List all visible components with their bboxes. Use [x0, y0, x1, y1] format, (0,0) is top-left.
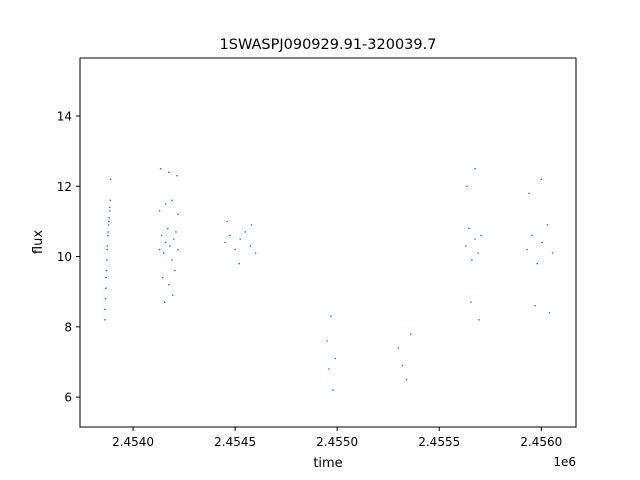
- data-point: [106, 245, 109, 247]
- chart-title: 1SWASPJ090929.91-320039.7: [220, 37, 437, 53]
- data-point: [108, 217, 110, 219]
- data-point: [167, 283, 170, 286]
- data-point: [172, 294, 174, 297]
- data-point: [474, 238, 476, 240]
- data-point: [466, 185, 468, 188]
- data-point: [166, 227, 169, 230]
- data-point: [109, 210, 111, 212]
- data-point: [169, 245, 171, 247]
- data-point: [177, 213, 179, 216]
- data-point: [548, 311, 551, 314]
- data-point: [551, 252, 554, 254]
- data-point: [176, 174, 178, 177]
- x-tick-label: 2.4550: [316, 435, 358, 449]
- data-point: [250, 224, 253, 226]
- y-tick-label: 12: [57, 180, 72, 194]
- data-point: [173, 238, 175, 240]
- data-point: [224, 241, 226, 244]
- x-axis-label: time: [313, 456, 342, 471]
- data-point: [528, 192, 530, 195]
- data-point: [162, 252, 165, 254]
- data-point: [540, 178, 543, 181]
- data-point: [474, 167, 476, 170]
- data-point: [541, 241, 544, 244]
- data-point: [470, 301, 472, 304]
- y-tick-label: 10: [57, 250, 72, 264]
- data-point: [326, 340, 328, 342]
- data-point: [105, 259, 108, 261]
- data-point: [171, 259, 173, 261]
- data-point: [107, 224, 110, 226]
- data-point: [160, 234, 163, 237]
- data-point: [108, 220, 110, 223]
- y-tick-label: 8: [64, 320, 72, 334]
- x-tick-label: 2.4555: [418, 435, 460, 449]
- data-point: [244, 231, 247, 233]
- data-point: [171, 199, 173, 202]
- y-tick-label: 14: [57, 109, 72, 123]
- data-point: [174, 269, 176, 272]
- data-point: [238, 262, 241, 265]
- data-point: [536, 262, 539, 265]
- data-points: [104, 167, 554, 391]
- data-point: [234, 248, 236, 251]
- y-axis-label: flux: [31, 230, 46, 254]
- data-point: [226, 220, 228, 223]
- data-point: [105, 269, 108, 272]
- data-point: [409, 333, 412, 335]
- data-point: [239, 238, 242, 240]
- data-point: [526, 248, 528, 251]
- data-point: [158, 248, 161, 251]
- data-point: [167, 171, 170, 174]
- data-point: [480, 234, 482, 237]
- data-point: [107, 231, 109, 233]
- x-tick-label: 2.4540: [112, 435, 154, 449]
- x-tick-label: 2.4545: [214, 435, 256, 449]
- data-point: [109, 178, 112, 181]
- data-point: [254, 252, 257, 254]
- data-point: [164, 241, 167, 244]
- data-point: [164, 203, 167, 205]
- data-point: [405, 378, 408, 381]
- data-point: [104, 287, 107, 289]
- y-axis: 6 8 10 12 14: [57, 109, 80, 405]
- data-point: [105, 276, 107, 279]
- data-point: [107, 234, 109, 237]
- data-point: [478, 319, 480, 321]
- data-point: [531, 234, 533, 237]
- data-point: [159, 167, 162, 170]
- data-point: [158, 210, 161, 212]
- data-point: [401, 364, 404, 367]
- data-point: [104, 308, 106, 311]
- data-point: [229, 234, 231, 237]
- data-point: [109, 199, 112, 202]
- data-point: [104, 297, 107, 300]
- data-point: [249, 245, 252, 247]
- x-axis: 2.4540 2.4545 2.4550 2.4555 2.4560: [112, 427, 562, 449]
- data-point: [163, 301, 166, 304]
- x-tick-label: 2.4560: [520, 435, 562, 449]
- data-point: [106, 248, 109, 251]
- data-point: [330, 315, 332, 318]
- data-point: [397, 347, 400, 349]
- plot-frame: [79, 57, 577, 428]
- data-point: [334, 357, 336, 360]
- data-point: [477, 252, 479, 254]
- data-point: [104, 319, 106, 321]
- x-axis-offset-label: 1e6: [553, 455, 576, 469]
- data-point: [177, 248, 179, 251]
- data-point: [546, 224, 549, 226]
- data-point: [464, 245, 467, 247]
- data-point: [175, 231, 177, 233]
- data-point: [161, 276, 164, 279]
- data-point: [534, 304, 536, 307]
- data-point: [328, 368, 330, 370]
- data-point: [109, 206, 111, 209]
- data-point: [468, 227, 470, 230]
- data-point: [332, 389, 334, 391]
- y-tick-label: 6: [64, 391, 72, 405]
- data-point: [471, 259, 473, 261]
